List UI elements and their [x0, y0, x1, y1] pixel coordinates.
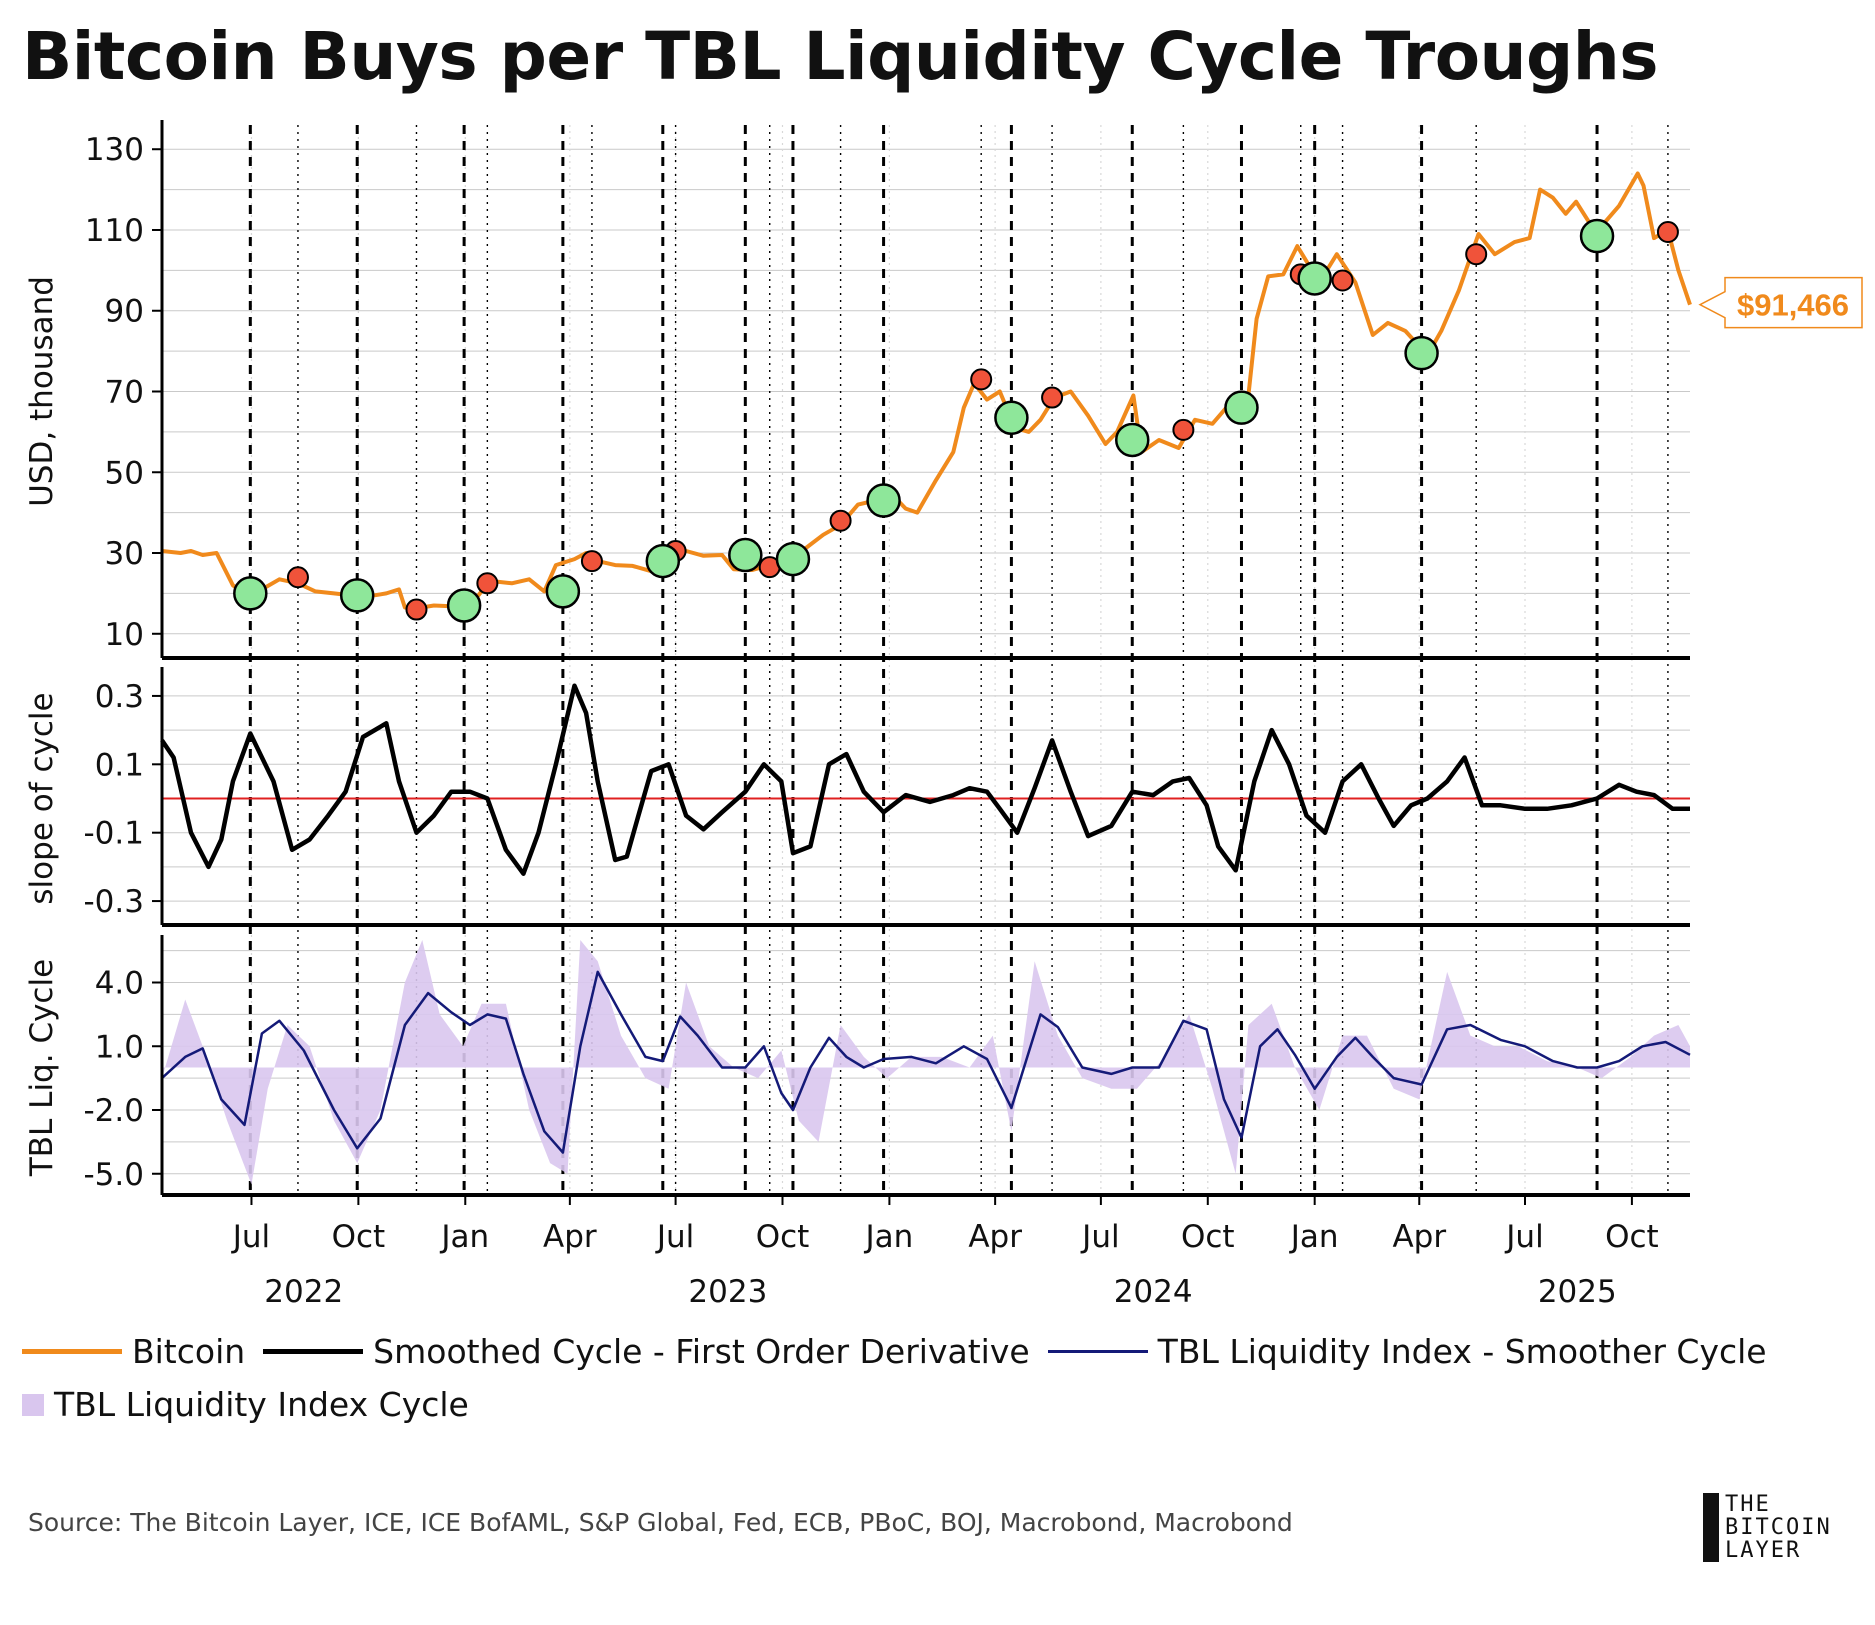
chart-svg: $91,466 10 30 50 70 90 110 130 USD, thousand -0.…: [24, 120, 1863, 1310]
legend-row-1: Bitcoin Smoothed Cycle - First Order Der…: [22, 1332, 1785, 1371]
legend-label: TBL Liquidity Index - Smoother Cycle: [1157, 1332, 1767, 1371]
x-tick-label: Apr: [1392, 1219, 1446, 1255]
legend-swatch-derivative: [263, 1349, 364, 1354]
x-tick-label: Jan: [1289, 1219, 1339, 1255]
y-tick-label: 30: [105, 536, 144, 572]
legend-swatch-cycle: [22, 1393, 44, 1416]
x-tick-label: Jul: [655, 1219, 694, 1255]
legend-item-smoother: TBL Liquidity Index - Smoother Cycle: [1047, 1332, 1767, 1371]
logo-bar: [1703, 1493, 1719, 1562]
source-note: Source: The Bitcoin Layer, ICE, ICE BofA…: [28, 1508, 1293, 1537]
y-tick-label: 70: [105, 375, 144, 411]
sell-marker: [1041, 386, 1064, 409]
x-tick-label: Jan: [863, 1219, 913, 1255]
panel-frames: [160, 120, 1690, 1197]
x-year-label: 2025: [1538, 1274, 1617, 1310]
logo-word: BITCOIN: [1725, 1515, 1832, 1540]
logo-words: THE BITCOIN LAYER: [1725, 1493, 1832, 1562]
bitcoin-line: [161, 171, 1692, 611]
y-tick-label: -5.0: [84, 1157, 145, 1193]
buy-marker: [1297, 261, 1332, 296]
sell-marker: [476, 572, 499, 595]
legend-swatch-bitcoin: [22, 1349, 122, 1354]
last-price-label: $91,466: [1737, 288, 1849, 323]
buy-marker: [866, 483, 901, 518]
buy-marker: [775, 541, 811, 577]
sell-marker: [1656, 221, 1679, 244]
y-tick-label: 90: [105, 294, 144, 330]
series-layer: [160, 171, 1692, 1185]
axis-labels: 10 30 50 70 90 110 130 USD, thousand -0.3 -0.1 0.1…: [24, 132, 1659, 1310]
legend-label: Smoothed Cycle - First Order Derivative: [373, 1332, 1030, 1371]
x-tick-label: Oct: [1605, 1219, 1659, 1255]
x-year-label: 2024: [1114, 1274, 1193, 1310]
x-tick-label: Oct: [1181, 1219, 1235, 1255]
buy-marker: [728, 537, 763, 573]
y-axis-title: slope of cycle: [24, 692, 60, 904]
logo-word: LAYER: [1725, 1538, 1802, 1563]
legend-label: TBL Liquidity Index Cycle: [54, 1385, 469, 1424]
sell-marker: [970, 368, 993, 391]
derivative-line: [160, 683, 1690, 876]
buy-marker: [233, 576, 268, 611]
y-tick-label: 10: [105, 617, 144, 653]
y-tick-label: 1.0: [95, 1029, 144, 1065]
legend-item-cycle: TBL Liquidity Index Cycle: [22, 1385, 469, 1424]
sell-marker: [1172, 418, 1195, 441]
sell-marker: [1331, 269, 1354, 292]
sell-marker: [405, 598, 428, 621]
y-tick-label: 0.3: [95, 679, 144, 715]
legend-label: Bitcoin: [132, 1332, 246, 1371]
buy-marker: [1404, 335, 1439, 371]
buy-marker: [339, 578, 375, 613]
y-axis-title: TBL Liq. Cycle: [24, 959, 60, 1177]
x-year-label: 2022: [264, 1274, 343, 1310]
y-tick-label: 110: [85, 213, 144, 249]
x-year-label: 2023: [688, 1274, 767, 1310]
y-tick-label: 50: [105, 455, 144, 491]
legend-swatch-smoother: [1047, 1350, 1148, 1353]
y-tick-label: -2.0: [84, 1093, 145, 1129]
sell-marker: [286, 566, 309, 589]
brand-logo: THE BITCOIN LAYER: [1703, 1493, 1832, 1562]
y-tick-label: 4.0: [95, 966, 144, 1002]
x-tick-label: Oct: [756, 1219, 810, 1255]
legend-row-2: TBL Liquidity Index Cycle: [22, 1385, 487, 1424]
y-tick-label: -0.3: [84, 884, 145, 920]
smoother-cycle-line: [161, 970, 1691, 1154]
x-tick-label: Apr: [968, 1219, 1022, 1255]
sell-marker: [1465, 243, 1488, 266]
buy-marker: [545, 574, 581, 609]
x-tick-label: Jan: [439, 1219, 489, 1255]
y-tick-label: 0.1: [95, 747, 144, 783]
buy-marker: [1115, 422, 1150, 458]
buy-marker: [645, 543, 681, 579]
legend-item-bitcoin: Bitcoin: [22, 1332, 245, 1371]
x-tick-label: Jul: [231, 1219, 270, 1255]
x-tick-label: Jul: [1080, 1219, 1119, 1255]
logo-word: THE: [1725, 1492, 1771, 1517]
buy-marker: [1579, 218, 1615, 254]
x-tick-label: Oct: [332, 1219, 386, 1255]
chart-title: Bitcoin Buys per TBL Liquidity Cycle Tro…: [22, 18, 1659, 95]
x-tick-label: Apr: [543, 1219, 597, 1255]
legend-item-derivative: Smoothed Cycle - First Order Derivative: [263, 1332, 1030, 1371]
x-tick-label: Jul: [1504, 1219, 1543, 1255]
buy-marker: [1224, 390, 1259, 425]
y-tick-label: -0.1: [84, 816, 145, 852]
buy-marker: [994, 400, 1029, 435]
sell-marker: [829, 509, 852, 532]
sell-marker: [580, 550, 603, 573]
signal-markers: $91,466: [233, 218, 1863, 623]
y-tick-label: 130: [85, 132, 144, 168]
y-axis-title: USD, thousand: [24, 276, 60, 507]
buy-marker: [446, 588, 482, 623]
liquidity-cycle-area: [162, 940, 1690, 1185]
last-price-tag-box: [1698, 276, 1863, 329]
